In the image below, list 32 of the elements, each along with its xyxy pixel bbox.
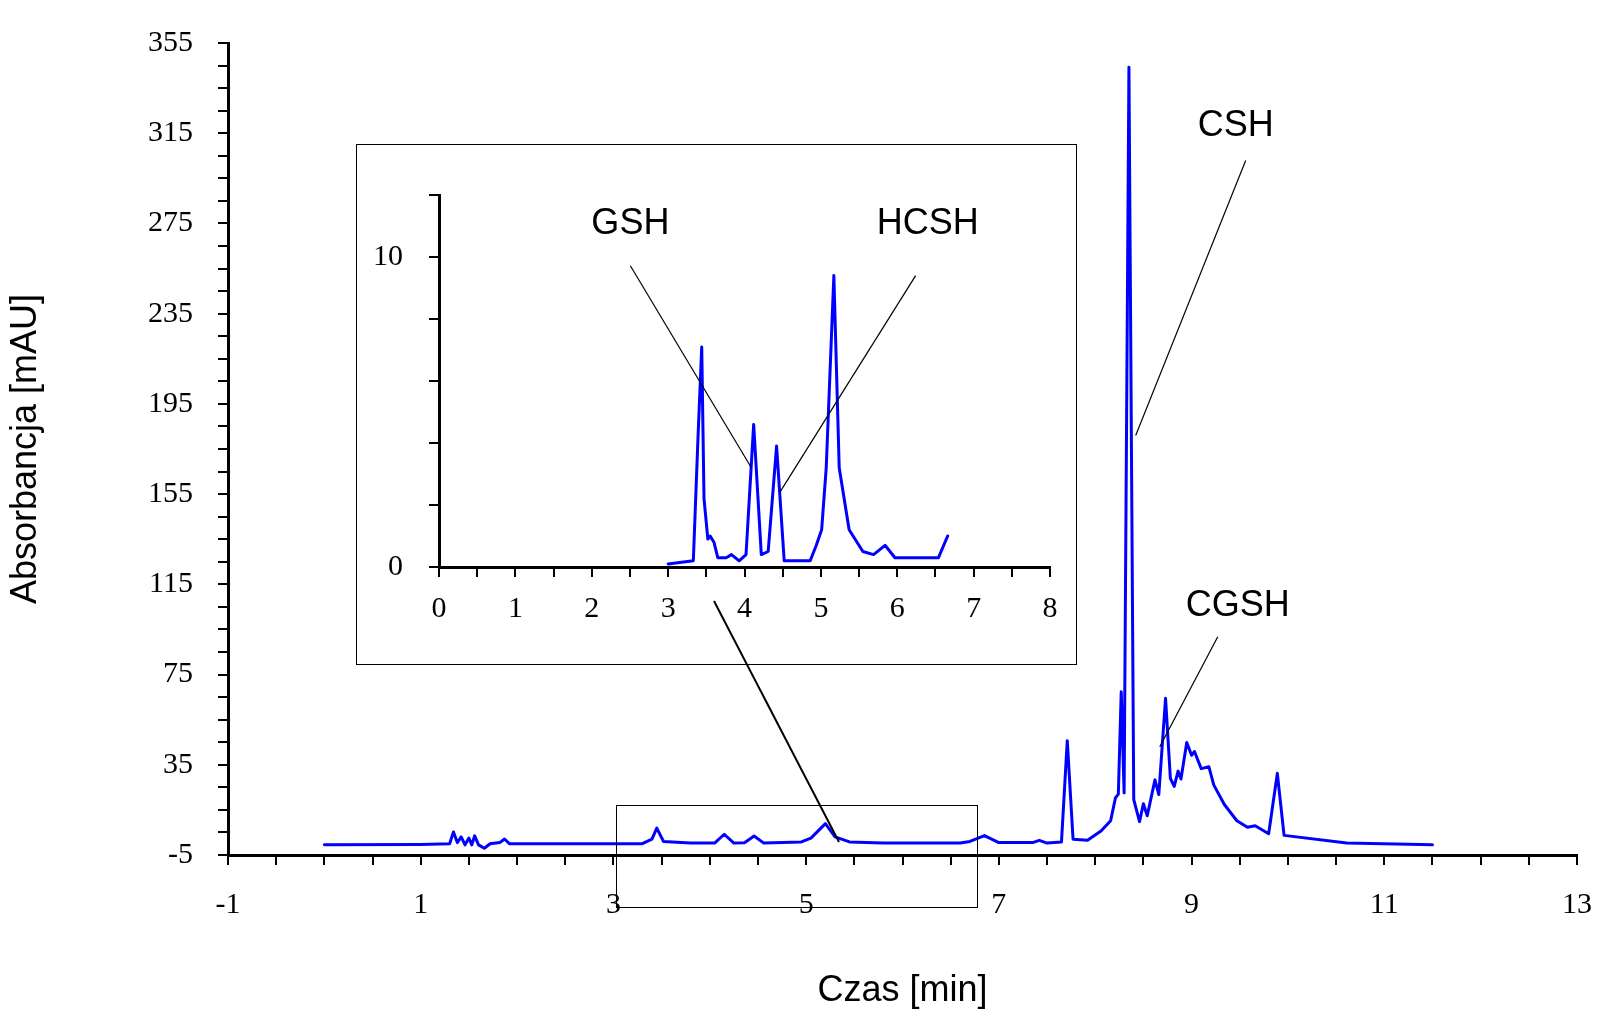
x-tick-label: 5	[813, 589, 829, 623]
y-axis-title: Absorbancja [mAU]	[2, 293, 44, 605]
x-tick-label: 7	[991, 885, 1007, 919]
y-tick-label: -5	[168, 835, 193, 869]
annotation: GSH	[591, 200, 670, 242]
y-tick-label: 10	[373, 237, 403, 271]
annotation: HCSH	[876, 200, 979, 242]
x-tick-label: 3	[660, 589, 676, 623]
x-tick-label: 1	[413, 885, 429, 919]
annotation: CSH	[1197, 103, 1274, 145]
x-tick-label: 0	[431, 589, 447, 623]
x-tick-label: 7	[966, 589, 982, 623]
y-tick-label: 75	[163, 655, 193, 689]
x-tick-label: 11	[1369, 885, 1399, 919]
x-tick-label: 6	[889, 589, 905, 623]
x-tick-label: 13	[1562, 885, 1592, 919]
y-tick-label: 195	[148, 384, 193, 418]
annotation: CGSH	[1185, 582, 1290, 624]
y-tick-label: 115	[149, 565, 193, 599]
x-axis-title: Czas [min]	[817, 968, 988, 1010]
y-tick-label: 315	[148, 114, 193, 148]
y-tick-label: 35	[163, 745, 193, 779]
y-tick-label: 155	[148, 474, 193, 508]
x-tick-label: 2	[584, 589, 600, 623]
y-tick-label: 275	[148, 204, 193, 238]
x-tick-label: -1	[215, 885, 241, 919]
x-tick-label: 9	[1184, 885, 1200, 919]
x-tick-label: 8	[1042, 589, 1058, 623]
x-tick-label: 1	[507, 589, 523, 623]
y-tick-label: 355	[148, 23, 193, 57]
y-tick-label: 235	[148, 294, 193, 328]
x-tick-label: 4	[737, 589, 752, 623]
